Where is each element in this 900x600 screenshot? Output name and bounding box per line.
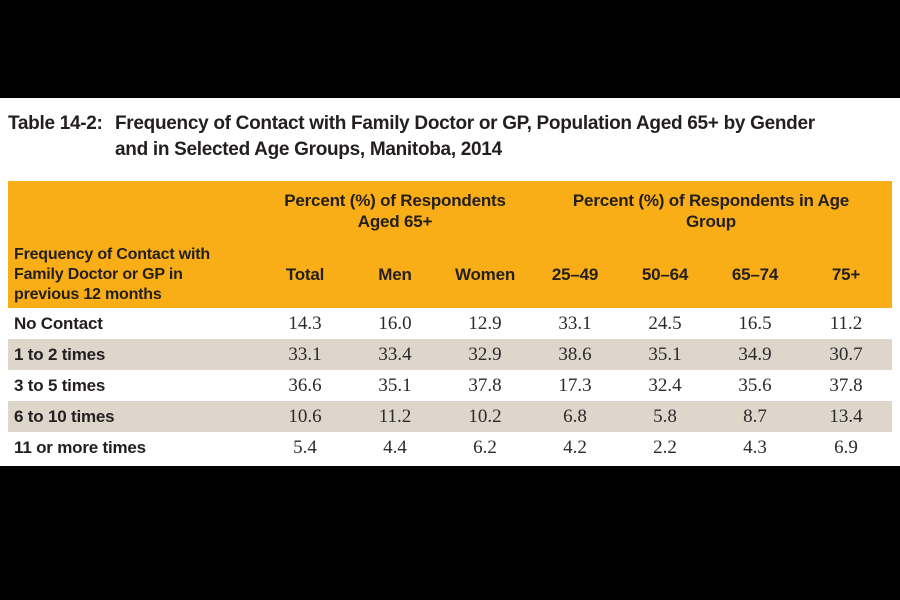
col-header-men: Men bbox=[378, 264, 412, 284]
cell-75plus: 11.2 bbox=[829, 312, 863, 334]
cell-25-49: 6.8 bbox=[563, 405, 587, 427]
table-row-11-or-more-times: 11 or more times 5.4 4.4 6.2 4.2 2.2 4.3… bbox=[8, 432, 892, 463]
cell-25-49: 17.3 bbox=[558, 374, 592, 396]
cell-50-64: 32.4 bbox=[648, 374, 682, 396]
cell-women: 6.2 bbox=[473, 436, 497, 458]
cell-total: 14.3 bbox=[288, 312, 322, 334]
table-body: No Contact 14.3 16.0 12.9 33.1 24.5 16.5… bbox=[8, 308, 892, 463]
title-line-2: and in Selected Age Groups, Manitoba, 20… bbox=[115, 139, 502, 160]
row-label: 3 to 5 times bbox=[14, 375, 106, 395]
data-table: Percent (%) of Respondents Aged 65+ Perc… bbox=[8, 181, 892, 463]
cell-65-74: 35.6 bbox=[738, 374, 772, 396]
cell-25-49: 38.6 bbox=[558, 343, 592, 365]
cell-65-74: 8.7 bbox=[743, 405, 767, 427]
cell-50-64: 5.8 bbox=[653, 405, 677, 427]
cell-men: 35.1 bbox=[378, 374, 412, 396]
title-line-1: Frequency of Contact with Family Doctor … bbox=[115, 113, 815, 134]
group-header-age-group: Percent (%) of Respondents in Age Group bbox=[530, 190, 892, 232]
table-row-1-to-2-times: 1 to 2 times 33.1 33.4 32.9 38.6 35.1 34… bbox=[8, 339, 892, 370]
row-header-label: Frequency of Contact with Family Doctor … bbox=[8, 245, 260, 305]
col-header-75plus: 75+ bbox=[831, 264, 861, 284]
cell-50-64: 2.2 bbox=[653, 436, 677, 458]
cell-women: 12.9 bbox=[468, 312, 502, 334]
cell-65-74: 16.5 bbox=[738, 312, 772, 334]
cell-65-74: 4.3 bbox=[743, 436, 767, 458]
row-label: No Contact bbox=[14, 313, 103, 333]
col-header-women: Women bbox=[454, 264, 516, 284]
cell-men: 16.0 bbox=[378, 312, 412, 334]
cell-50-64: 24.5 bbox=[648, 312, 682, 334]
cell-women: 37.8 bbox=[468, 374, 502, 396]
cell-total: 33.1 bbox=[288, 343, 322, 365]
table-row-no-contact: No Contact 14.3 16.0 12.9 33.1 24.5 16.5… bbox=[8, 308, 892, 339]
cell-men: 33.4 bbox=[378, 343, 412, 365]
table-header: Percent (%) of Respondents Aged 65+ Perc… bbox=[8, 181, 892, 308]
table-row-6-to-10-times: 6 to 10 times 10.6 11.2 10.2 6.8 5.8 8.7… bbox=[8, 401, 892, 432]
cell-65-74: 34.9 bbox=[738, 343, 772, 365]
cell-25-49: 4.2 bbox=[563, 436, 587, 458]
cell-women: 32.9 bbox=[468, 343, 502, 365]
cell-total: 36.6 bbox=[288, 374, 322, 396]
cell-men: 11.2 bbox=[378, 405, 412, 427]
row-label: 6 to 10 times bbox=[14, 406, 115, 426]
col-header-50-64: 50–64 bbox=[641, 264, 689, 284]
cell-total: 10.6 bbox=[288, 405, 322, 427]
group-header-line: Group bbox=[686, 212, 736, 231]
cell-women: 10.2 bbox=[468, 405, 502, 427]
group-header-line: Percent (%) of Respondents in Age bbox=[572, 191, 850, 210]
group-header-line: Percent (%) of Respondents bbox=[284, 191, 506, 210]
group-header-aged-65plus: Percent (%) of Respondents Aged 65+ bbox=[260, 190, 530, 232]
table-row-3-to-5-times: 3 to 5 times 36.6 35.1 37.8 17.3 32.4 35… bbox=[8, 370, 892, 401]
row-label: 11 or more times bbox=[14, 437, 146, 457]
table-title: Table 14-2: Frequency of Contact with Fa… bbox=[8, 111, 900, 163]
content-area: Table 14-2: Frequency of Contact with Fa… bbox=[0, 98, 900, 466]
row-header-line: Frequency of Contact with bbox=[14, 245, 210, 263]
cell-50-64: 35.1 bbox=[648, 343, 682, 365]
col-header-25-49: 25–49 bbox=[551, 264, 599, 284]
cell-75plus: 37.8 bbox=[829, 374, 863, 396]
row-label: 1 to 2 times bbox=[14, 344, 106, 364]
group-header-line: Aged 65+ bbox=[357, 212, 433, 231]
row-header-line: Family Doctor or GP in bbox=[14, 265, 183, 283]
group-header-row: Percent (%) of Respondents Aged 65+ Perc… bbox=[8, 181, 892, 241]
row-header-line: previous 12 months bbox=[14, 285, 162, 303]
cell-men: 4.4 bbox=[383, 436, 407, 458]
cell-25-49: 33.1 bbox=[558, 312, 592, 334]
cell-75plus: 13.4 bbox=[829, 405, 863, 427]
cell-total: 5.4 bbox=[293, 436, 317, 458]
col-header-65-74: 65–74 bbox=[731, 264, 779, 284]
column-header-row: Frequency of Contact with Family Doctor … bbox=[8, 241, 892, 308]
col-header-total: Total bbox=[285, 264, 325, 284]
table-number: Table 14-2: bbox=[8, 113, 103, 134]
cell-75plus: 30.7 bbox=[829, 343, 863, 365]
cell-75plus: 6.9 bbox=[834, 436, 858, 458]
